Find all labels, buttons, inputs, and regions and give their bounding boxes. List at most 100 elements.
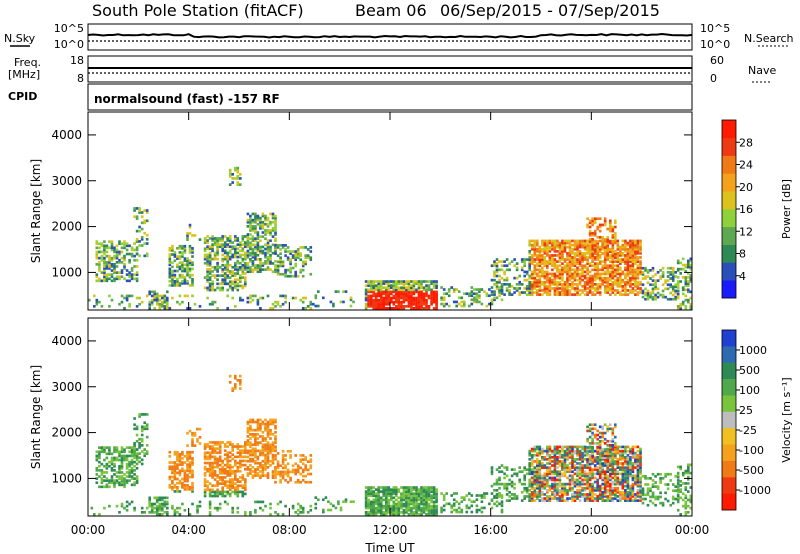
echo-cell — [274, 511, 277, 514]
echo-cell — [208, 245, 212, 249]
echo-cell — [508, 499, 511, 502]
echo-cell — [113, 256, 116, 260]
echo-cell — [385, 492, 388, 496]
echo-cell — [442, 504, 446, 508]
echo-cell — [493, 482, 496, 486]
echo-cell — [676, 292, 680, 296]
echo-cell — [478, 508, 481, 512]
echo-cell — [583, 276, 587, 280]
echo-cell — [586, 293, 589, 296]
echo-cell — [387, 500, 391, 504]
echo-cell — [508, 478, 511, 482]
echo-cell — [118, 467, 121, 470]
echo-cell — [206, 467, 209, 471]
echo-cell — [518, 291, 521, 294]
echo-cell — [317, 304, 320, 308]
echo-cell — [681, 276, 685, 279]
echo-cell — [100, 462, 104, 466]
echo-cell — [364, 494, 368, 498]
echo-cell — [508, 262, 511, 265]
echo-cell — [176, 265, 179, 269]
echo-cell — [171, 486, 174, 489]
echo-cell — [352, 500, 355, 504]
echo-cell — [103, 244, 106, 248]
echo-cell — [306, 248, 310, 251]
echo-cell — [603, 219, 607, 223]
echo-cell — [475, 508, 479, 512]
echo-cell — [155, 496, 159, 500]
echo-cell — [223, 480, 227, 483]
echo-cell — [178, 513, 182, 516]
echo-cell — [239, 449, 242, 452]
echo-cell — [687, 288, 690, 292]
echo-cell — [536, 458, 539, 461]
echo-cell — [367, 502, 370, 506]
echo-cell — [145, 425, 149, 429]
echo-cell — [571, 285, 574, 288]
echo-cell — [598, 223, 602, 227]
echo-cell — [440, 510, 443, 514]
echo-cell — [551, 258, 554, 261]
echo-cell — [208, 474, 212, 477]
echo-cell — [442, 496, 446, 499]
echo-cell — [239, 383, 242, 386]
echo-cell — [427, 492, 431, 496]
echo-cell — [603, 221, 607, 225]
echo-cell — [128, 302, 131, 306]
echo-cell — [261, 470, 265, 473]
echo-cell — [261, 422, 265, 426]
echo-cell — [261, 447, 265, 451]
echo-cell — [598, 229, 602, 233]
echo-cell — [181, 255, 184, 258]
echo-cell — [626, 270, 630, 274]
echo-cell — [191, 481, 194, 485]
echo-cell — [244, 263, 247, 267]
echo-cell — [455, 510, 458, 514]
echo-cell — [558, 287, 562, 290]
echo-cell — [369, 506, 373, 510]
echo-cell — [581, 268, 584, 272]
echo-cell — [417, 296, 421, 300]
echo-cell — [161, 508, 164, 512]
echo-cell — [593, 241, 597, 245]
echo-cell — [158, 506, 162, 510]
station-title: South Pole Station (fitACF) — [92, 1, 304, 20]
echo-cell — [271, 229, 275, 232]
echo-cell — [654, 283, 657, 287]
echo-cell — [186, 236, 189, 239]
echo-cell — [241, 276, 245, 279]
echo-cell — [425, 284, 428, 287]
echo-cell — [234, 253, 237, 257]
echo-cell — [631, 258, 635, 261]
echo-cell — [140, 211, 144, 214]
echo-cell — [372, 284, 375, 287]
echo-cell — [616, 268, 620, 272]
echo-cell — [636, 241, 640, 245]
echo-cell — [105, 456, 109, 460]
echo-cell — [523, 262, 526, 265]
echo-cell — [374, 500, 378, 504]
echo-cell — [115, 458, 119, 462]
echo-cell — [223, 278, 227, 282]
echo-cell — [276, 264, 280, 268]
echo-cell — [364, 280, 368, 283]
echo-cell — [674, 275, 677, 278]
echo-cell — [463, 300, 466, 304]
echo-cell — [553, 272, 557, 276]
echo-cell — [533, 241, 537, 245]
echo-cell — [218, 245, 222, 249]
echo-cell — [140, 429, 144, 433]
echo-cell — [530, 480, 534, 484]
echo-cell — [118, 477, 121, 480]
echo-cell — [598, 254, 602, 258]
echo-cell — [218, 459, 222, 463]
echo-cell — [422, 292, 426, 296]
echo-cell — [553, 266, 557, 270]
echo-cell — [188, 263, 192, 267]
echo-cell — [271, 262, 275, 265]
echo-cell — [407, 486, 411, 489]
echo-cell — [593, 245, 597, 249]
echo-cell — [689, 265, 693, 269]
echo-cell — [543, 466, 547, 469]
echo-cell — [183, 471, 187, 475]
